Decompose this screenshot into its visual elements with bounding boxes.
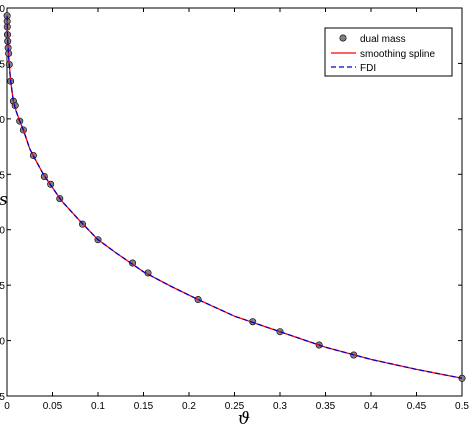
x-axis-label: ϑ xyxy=(238,409,250,429)
y-axis-label: s xyxy=(0,190,8,210)
x-tick-label: 0 xyxy=(4,401,10,412)
legend-label-fdi: FDI xyxy=(360,63,376,74)
y-tick-label: 70 xyxy=(0,337,5,348)
series-line-fdi xyxy=(6,15,463,379)
x-tick-label: 0.35 xyxy=(316,401,336,412)
y-tick-label: 90 xyxy=(0,115,5,126)
x-tick-label: 0.25 xyxy=(225,401,245,412)
data-point-dual-mass xyxy=(129,259,137,267)
x-tick-label: 0.45 xyxy=(407,401,427,412)
x-tick-label: 0.05 xyxy=(43,401,63,412)
legend-marker-dual-mass xyxy=(339,34,347,42)
y-tick-label: 75 xyxy=(0,281,5,292)
y-tick-label: 100 xyxy=(0,4,5,15)
legend: dual mass smoothing spline FDI xyxy=(324,27,453,77)
x-tick-label: 0.1 xyxy=(91,401,105,412)
y-axis-ticks: 65 70 75 80 85 90 95 100 xyxy=(0,4,462,403)
y-tick-label: 65 xyxy=(0,392,5,403)
x-tick-label: 0.2 xyxy=(182,401,196,412)
x-axis-ticks: 0 0.05 0.1 0.15 0.2 0.25 0.3 0.35 0.4 0.45 0.5 xyxy=(4,8,469,412)
x-tick-label: 0.3 xyxy=(273,401,287,412)
x-tick-label: 0.5 xyxy=(455,401,469,412)
y-tick-label: 85 xyxy=(0,170,5,181)
y-tick-label: 95 xyxy=(0,59,5,70)
series-layer xyxy=(3,12,466,382)
legend-label-dual-mass: dual mass xyxy=(360,34,406,45)
legend-label-smoothing-spline: smoothing spline xyxy=(360,49,435,60)
x-tick-label: 0.15 xyxy=(134,401,154,412)
x-tick-label: 0.4 xyxy=(364,401,378,412)
y-tick-label: 80 xyxy=(0,226,5,237)
legend-box xyxy=(324,27,453,77)
